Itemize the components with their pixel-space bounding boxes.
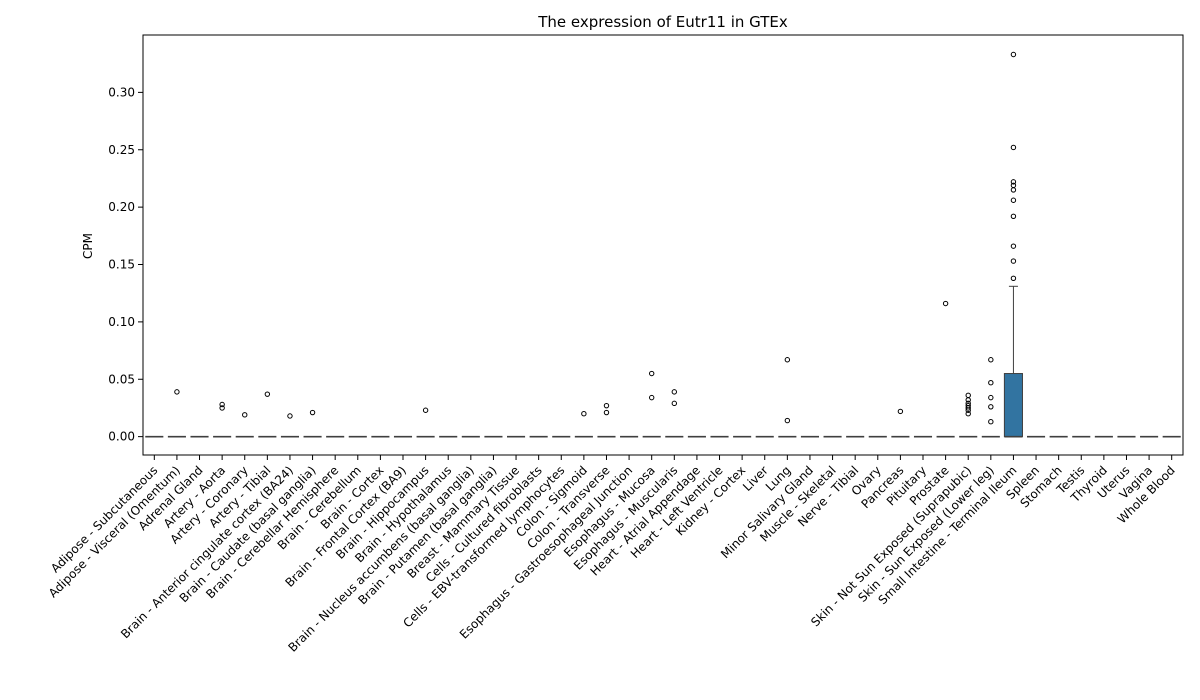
outlier-point — [648, 370, 655, 377]
outlier-point — [219, 401, 225, 408]
plot-area-frame — [142, 34, 1184, 456]
y-axis-label: CPM — [81, 233, 95, 259]
outlier-point — [1010, 179, 1017, 185]
outlier-point — [784, 417, 791, 424]
outlier-point — [988, 404, 994, 410]
box-group — [1003, 51, 1023, 438]
outlier-point — [988, 357, 994, 363]
outlier-point — [242, 412, 248, 418]
outlier-point — [1010, 197, 1017, 203]
outlier-point — [1010, 275, 1017, 281]
y-axis: 0.00 0.05 0.10 0.15 0.20 0.25 0.30 — [108, 85, 143, 444]
y-tick-label: 0.05 — [108, 372, 135, 386]
outlier-point — [174, 389, 180, 395]
box-group — [959, 392, 978, 438]
outlier-point — [309, 409, 316, 416]
chart-title: The expression of Eutr11 in GTEx — [537, 13, 788, 31]
box-group — [167, 389, 186, 438]
y-tick-label: 0.20 — [108, 200, 135, 214]
outlier-point — [965, 397, 971, 403]
box-group — [235, 412, 254, 438]
outlier-point — [965, 410, 971, 417]
y-tick-label: 0.30 — [108, 85, 135, 99]
outlier-point — [1010, 258, 1017, 264]
box-group — [597, 402, 616, 438]
outlier-point — [671, 389, 678, 395]
outlier-point — [1010, 144, 1017, 151]
box-group — [213, 401, 232, 438]
outlier-point — [1010, 51, 1017, 58]
x-category-label: Liver — [740, 463, 771, 494]
outlier-point — [648, 394, 655, 401]
box-group — [303, 409, 322, 438]
outlier-point — [1010, 213, 1017, 220]
box-group — [891, 408, 910, 438]
outlier-point — [965, 392, 971, 399]
outlier-point — [988, 419, 994, 425]
outlier-point — [603, 409, 610, 416]
outlier-point — [422, 407, 429, 413]
outlier-point — [988, 380, 994, 386]
y-tick-label: 0.25 — [108, 143, 135, 157]
box-group — [981, 357, 1000, 438]
outlier-point — [264, 391, 271, 397]
box-group — [416, 407, 435, 438]
outlier-point — [988, 394, 994, 401]
outlier-point — [219, 405, 225, 411]
outlier-point — [784, 357, 791, 363]
boxes-layer — [145, 51, 1181, 438]
outlier-point — [1010, 243, 1017, 249]
x-category-label: Adipose - Visceral (Omentum) — [46, 463, 183, 600]
outlier-point — [581, 410, 587, 417]
box-group — [574, 410, 593, 438]
box-rect — [1003, 373, 1023, 438]
outlier-point — [287, 413, 293, 419]
box-group — [665, 389, 684, 438]
box-group — [258, 391, 277, 438]
y-tick-label: 0.10 — [108, 315, 135, 329]
outlier-point — [603, 402, 610, 409]
outlier-point — [942, 300, 949, 307]
y-tick-label: 0.00 — [108, 430, 135, 444]
outlier-point — [965, 405, 971, 411]
outlier-point — [1010, 187, 1017, 193]
box-group — [280, 413, 299, 438]
y-tick-label: 0.15 — [108, 258, 135, 272]
outlier-point — [965, 407, 971, 413]
outlier-point — [671, 400, 678, 407]
box-group — [936, 300, 955, 438]
box-group — [778, 357, 797, 438]
outlier-point — [897, 408, 904, 415]
box-group — [642, 370, 661, 438]
